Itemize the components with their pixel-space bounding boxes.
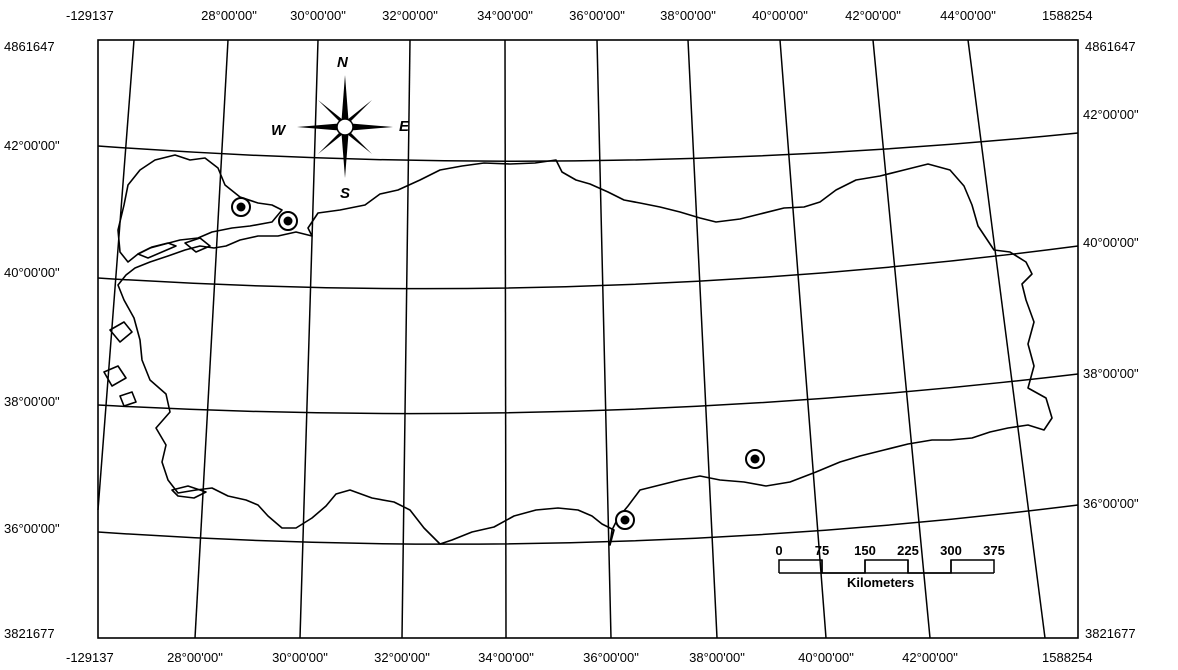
aegean-island-3 — [119, 391, 137, 407]
scale-tick-label: 300 — [940, 543, 962, 558]
top-longitude-label: 32°00'00" — [382, 8, 438, 23]
top-longitude-label: 36°00'00" — [569, 8, 625, 23]
bottom-longitude-label: 40°00'00" — [798, 650, 854, 665]
left-latitude-label: 40°00'00" — [4, 265, 60, 280]
scale-unit-label: Kilometers — [847, 575, 915, 590]
map-frame — [97, 39, 1079, 639]
meridian-28 — [194, 39, 229, 639]
bottom-longitude-label: 32°00'00" — [374, 650, 430, 665]
left-latitude-label: 38°00'00" — [4, 394, 60, 409]
top-longitude-label: 28°00'00" — [201, 8, 257, 23]
compass-west-label: W — [271, 122, 286, 139]
top-longitude-label: 40°00'00" — [752, 8, 808, 23]
site-marker[interactable] — [231, 197, 251, 217]
corner-bottom-left-x: -129137 — [66, 650, 114, 665]
meridian-38 — [687, 39, 718, 639]
compass-rose-icon — [297, 75, 393, 178]
top-longitude-label: 30°00'00" — [290, 8, 346, 23]
aegean-island-1 — [109, 321, 133, 343]
corner-top-left-x: -129137 — [66, 8, 114, 23]
scale-tick-label: 75 — [814, 543, 830, 558]
top-longitude-label: 44°00'00" — [940, 8, 996, 23]
parallel-36 — [97, 504, 1079, 545]
right-latitude-label: 40°00'00" — [1083, 235, 1139, 250]
parallel-40 — [97, 245, 1079, 290]
corner-left-top-y: 4861647 — [4, 39, 55, 54]
site-marker[interactable] — [615, 510, 635, 530]
scale-bar-outline — [778, 559, 995, 574]
scale-tick-label: 150 — [854, 543, 876, 558]
scale-tick-label: 0 — [775, 543, 783, 558]
scale-tick-label: 375 — [983, 543, 1005, 558]
meridian-32 — [401, 39, 411, 639]
parallel-42 — [97, 132, 1079, 162]
anatolia-outline — [117, 159, 1053, 546]
meridian-30 — [299, 39, 319, 639]
top-longitude-label: 38°00'00" — [660, 8, 716, 23]
corner-left-bottom-y: 3821677 — [4, 626, 55, 641]
meridian-44 — [967, 39, 1046, 639]
compass-north-label: N — [337, 54, 348, 71]
meridian-42 — [872, 39, 931, 639]
bottom-longitude-label: 30°00'00" — [272, 650, 328, 665]
graticule-parallels — [97, 132, 1079, 545]
corner-bottom-right-x: 1588254 — [1042, 650, 1093, 665]
meridian-40 — [779, 39, 827, 639]
graticule-meridians — [97, 39, 1046, 639]
bottom-longitude-label: 42°00'00" — [902, 650, 958, 665]
gelibolu-outline — [137, 242, 177, 259]
corner-top-right-x: 1588254 — [1042, 8, 1093, 23]
meridian-26 — [97, 39, 135, 511]
site-marker[interactable] — [278, 211, 298, 231]
compass-south-label: S — [340, 185, 351, 202]
corner-right-bottom-y: 3821677 — [1085, 626, 1136, 641]
bottom-longitude-label: 28°00'00" — [167, 650, 223, 665]
marmara-island — [184, 237, 211, 253]
left-latitude-label: 42°00'00" — [4, 138, 60, 153]
corner-right-top-y: 4861647 — [1085, 39, 1136, 54]
right-latitude-label: 42°00'00" — [1083, 107, 1139, 122]
right-latitude-label: 36°00'00" — [1083, 496, 1139, 511]
country-outline — [103, 154, 1053, 546]
left-latitude-label: 36°00'00" — [4, 521, 60, 536]
compass-east-label: E — [399, 118, 410, 135]
aegean-island-2 — [103, 365, 127, 387]
bottom-longitude-label: 38°00'00" — [689, 650, 745, 665]
parallel-38 — [97, 373, 1079, 415]
scale-tick-label: 225 — [897, 543, 919, 558]
meridian-34 — [504, 39, 507, 639]
site-marker[interactable] — [745, 449, 765, 469]
bodrum-peninsula — [171, 485, 207, 499]
bottom-longitude-label: 36°00'00" — [583, 650, 639, 665]
bottom-longitude-label: 34°00'00" — [478, 650, 534, 665]
meridian-36 — [596, 39, 612, 639]
top-longitude-label: 34°00'00" — [477, 8, 533, 23]
top-longitude-label: 42°00'00" — [845, 8, 901, 23]
scale-bar — [778, 559, 995, 574]
site-markers — [231, 197, 765, 530]
right-latitude-label: 38°00'00" — [1083, 366, 1139, 381]
